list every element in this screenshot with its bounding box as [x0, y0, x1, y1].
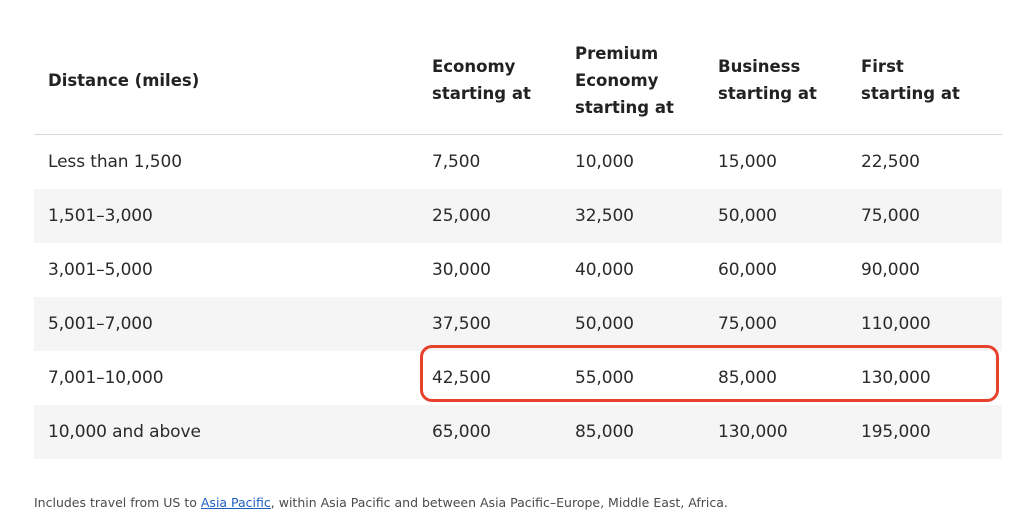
table-row: 5,001–7,000 37,500 50,000 75,000 110,000 — [34, 297, 1002, 351]
footnote-text-before: Includes travel from US to — [34, 495, 201, 510]
premium-economy-cell: 32,500 — [575, 206, 634, 226]
table-row: 3,001–5,000 30,000 40,000 60,000 90,000 — [34, 243, 1002, 297]
economy-cell: 25,000 — [432, 206, 491, 226]
business-cell: 130,000 — [718, 422, 788, 442]
business-cell: 60,000 — [718, 260, 777, 280]
first-cell: 90,000 — [861, 260, 920, 280]
award-chart-table: Distance (miles) Economy starting at Pre… — [34, 26, 1002, 459]
distance-cell: 7,001–10,000 — [48, 368, 164, 388]
business-cell: 75,000 — [718, 314, 777, 334]
table-row: 10,000 and above 65,000 85,000 130,000 1… — [34, 405, 1002, 459]
first-cell: 110,000 — [861, 314, 931, 334]
business-cell: 50,000 — [718, 206, 777, 226]
header-economy: Economy starting at — [432, 57, 531, 103]
header-premium-economy: Premium Economy starting at — [575, 43, 674, 117]
distance-cell: Less than 1,500 — [48, 152, 182, 172]
footnote: Includes travel from US to Asia Pacific,… — [34, 495, 728, 510]
table-header-row: Distance (miles) Economy starting at Pre… — [34, 26, 1002, 135]
economy-cell: 37,500 — [432, 314, 491, 334]
table-row: 1,501–3,000 25,000 32,500 50,000 75,000 — [34, 189, 1002, 243]
premium-economy-cell: 40,000 — [575, 260, 634, 280]
distance-cell: 3,001–5,000 — [48, 260, 153, 280]
distance-cell: 10,000 and above — [48, 422, 201, 442]
first-cell: 22,500 — [861, 152, 920, 172]
premium-economy-cell: 50,000 — [575, 314, 634, 334]
header-business: Business starting at — [718, 57, 817, 103]
table-row: Less than 1,500 7,500 10,000 15,000 22,5… — [34, 135, 1002, 189]
asia-pacific-link[interactable]: Asia Pacific — [200, 495, 271, 510]
distance-cell: 5,001–7,000 — [48, 314, 153, 334]
table-row-highlighted: 7,001–10,000 42,500 55,000 85,000 130,00… — [34, 351, 1002, 405]
first-cell: 75,000 — [861, 206, 920, 226]
footnote-text-after: , within Asia Pacific and between Asia P… — [270, 495, 728, 510]
economy-cell: 30,000 — [432, 260, 491, 280]
business-cell: 15,000 — [718, 152, 777, 172]
economy-cell: 65,000 — [432, 422, 491, 442]
premium-economy-cell: 85,000 — [575, 422, 634, 442]
first-cell: 130,000 — [861, 368, 931, 388]
business-cell: 85,000 — [718, 368, 777, 388]
economy-cell: 7,500 — [432, 152, 481, 172]
first-cell: 195,000 — [861, 422, 931, 442]
economy-cell: 42,500 — [432, 368, 491, 388]
header-distance: Distance (miles) — [48, 70, 200, 90]
premium-economy-cell: 55,000 — [575, 368, 634, 388]
premium-economy-cell: 10,000 — [575, 152, 634, 172]
distance-cell: 1,501–3,000 — [48, 206, 153, 226]
header-first: First starting at — [861, 57, 960, 103]
